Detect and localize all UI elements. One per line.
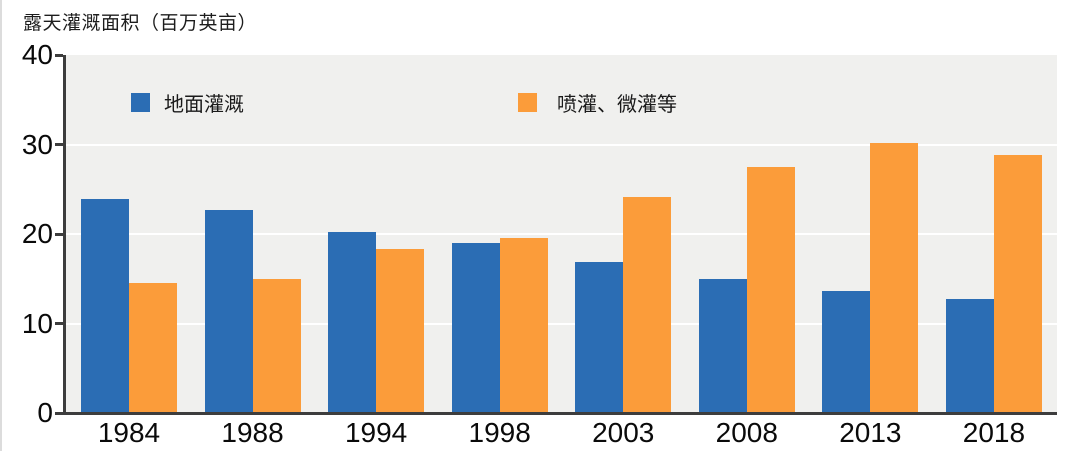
- y-tick-mark-10: [55, 322, 63, 325]
- x-tick-label-1984: 1984: [97, 417, 161, 448]
- y-tick-label-40: 40: [21, 39, 53, 70]
- bar-sprinkler-1994: [376, 249, 425, 413]
- y-tick-label-10: 10: [21, 307, 53, 339]
- bar-surface-1994: [328, 232, 377, 413]
- bar-group-2008: [698, 55, 795, 413]
- bar-group-1984: [81, 55, 177, 413]
- y-tick-mark-40: [55, 53, 63, 57]
- legend-item-surface-irrigation: 地面灌溉: [131, 88, 244, 117]
- x-axis-line: [63, 412, 1057, 415]
- bar-group-1994: [328, 55, 425, 413]
- gridline-20: [66, 233, 1057, 235]
- legend-label-surface-irrigation: 地面灌溉: [164, 94, 244, 116]
- x-tick-label-2003: 2003: [592, 417, 655, 448]
- bar-surface-1988: [204, 209, 253, 413]
- bar-sprinkler-2003: [623, 197, 672, 413]
- bar-sprinkler-1984: [129, 283, 177, 413]
- bar-surface-2008: [698, 278, 747, 413]
- x-tick-label-1994: 1994: [344, 417, 408, 448]
- bar-group-1998: [451, 55, 548, 413]
- y-tick-label-20: 20: [21, 218, 53, 249]
- x-tick-label-1998: 1998: [468, 417, 531, 448]
- bar-surface-1998: [451, 242, 500, 413]
- y-tick-label-30: 30: [21, 128, 53, 160]
- bar-sprinkler-2018: [993, 155, 1042, 413]
- bar-surface-1984: [81, 199, 129, 413]
- bar-group-2003: [575, 55, 672, 413]
- x-tick-label-2008: 2008: [715, 417, 778, 448]
- gridline-10: [66, 322, 1057, 325]
- legend-swatch-blue: [131, 93, 150, 112]
- legend-swatch-orange: [518, 93, 537, 112]
- y-tick-mark-0: [55, 411, 63, 415]
- bar-sprinkler-2013: [870, 142, 919, 413]
- chart-title: 露天灌溉面积（百万英亩）: [23, 13, 258, 34]
- bar-group-2018: [945, 55, 1042, 413]
- x-tick-label-1988: 1988: [221, 417, 284, 448]
- window-left-edge: [0, 0, 2, 451]
- x-tick-label-2018: 2018: [962, 417, 1026, 448]
- bar-surface-2003: [575, 261, 624, 413]
- bar-group-1988: [204, 55, 301, 413]
- x-tick-label-2013: 2013: [839, 417, 902, 448]
- gridline-30: [66, 143, 1057, 146]
- plot-area: 地面灌溉 喷灌、微灌等: [66, 55, 1057, 413]
- y-axis-line: [63, 55, 66, 415]
- y-tick-mark-20: [55, 232, 63, 236]
- legend-label-sprinkler-micro: 喷灌、微灌等: [557, 94, 677, 116]
- legend-item-sprinkler-micro: 喷灌、微灌等: [518, 88, 677, 117]
- bar-surface-2018: [945, 299, 994, 413]
- bars-layer: [66, 55, 1057, 413]
- bar-surface-2013: [822, 291, 871, 413]
- x-axis-labels: 1984 1988 1994 1998 2003 2008 2013 2018: [66, 418, 1057, 448]
- y-tick-mark-30: [55, 143, 63, 146]
- bar-sprinkler-1998: [499, 238, 548, 413]
- legend: 地面灌溉 喷灌、微灌等: [66, 88, 1057, 116]
- y-tick-label-0: 0: [37, 397, 53, 428]
- bar-sprinkler-2008: [746, 166, 795, 413]
- bar-group-2013: [822, 55, 919, 413]
- bar-sprinkler-1988: [252, 278, 301, 413]
